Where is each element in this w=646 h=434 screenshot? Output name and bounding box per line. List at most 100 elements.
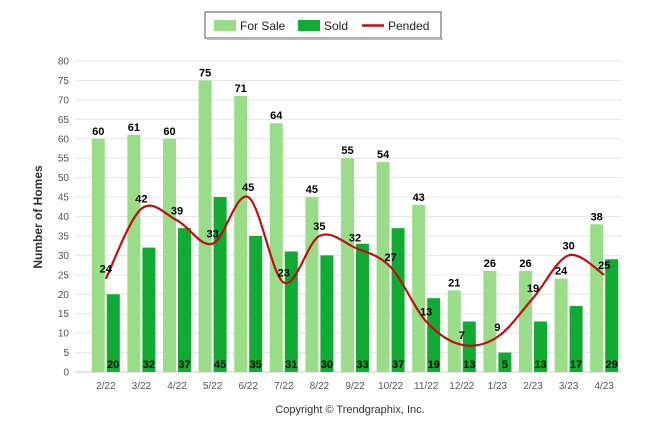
- label-for-sale: 54: [377, 149, 390, 161]
- bar-for-sale: [483, 270, 497, 372]
- label-for-sale: 43: [413, 192, 425, 204]
- bar-sold: [605, 259, 619, 372]
- label-pended: 13: [420, 306, 432, 318]
- x-tick-label: 11/22: [414, 381, 439, 392]
- bar-for-sale: [269, 123, 283, 372]
- label-sold: 29: [606, 359, 618, 371]
- bar-sold: [249, 235, 263, 372]
- bar-for-sale: [163, 138, 176, 372]
- bar-for-sale: [127, 134, 141, 372]
- x-tick-label: 5/22: [203, 381, 223, 392]
- x-tick-label: 2/22: [96, 381, 116, 392]
- y-tick-label: 60: [58, 134, 70, 145]
- y-tick-label: 50: [58, 173, 70, 184]
- bar-for-sale: [590, 224, 604, 372]
- bar-for-sale: [91, 138, 105, 372]
- label-pended: 24: [100, 264, 113, 276]
- label-for-sale: 26: [484, 258, 496, 270]
- legend-label-for-sale[interactable]: For Sale: [240, 19, 286, 33]
- label-for-sale: 64: [270, 110, 283, 122]
- bar-for-sale: [234, 95, 248, 373]
- label-pended: 9: [494, 322, 500, 334]
- legend-swatch-for-sale: [214, 20, 236, 31]
- bar-for-sale: [447, 290, 461, 372]
- bar-sold: [178, 228, 191, 372]
- x-tick-label: 4/22: [167, 381, 187, 392]
- label-for-sale: 60: [92, 126, 104, 138]
- label-for-sale: 26: [519, 258, 531, 270]
- label-pended: 45: [242, 182, 254, 194]
- y-tick-label: 5: [63, 348, 69, 359]
- label-pended: 33: [206, 229, 218, 241]
- label-sold: 37: [178, 359, 190, 371]
- bar-sold: [534, 321, 547, 372]
- x-tick-label: 12/22: [449, 381, 474, 392]
- x-axis-ticks: 2/22 3/22 4/22 5/22 6/22 7/22 8/22 9/22 10/22 11/…: [96, 381, 614, 392]
- legend-shadow: [207, 38, 443, 40]
- bar-for-sale: [376, 162, 390, 372]
- y-axis-label: Number of Homes: [31, 165, 45, 269]
- y-tick-label: 45: [58, 193, 70, 204]
- x-tick-label: 8/22: [310, 381, 330, 392]
- y-tick-label: 20: [58, 290, 70, 301]
- label-pended: 35: [313, 221, 325, 233]
- x-tick-label: 9/22: [345, 381, 365, 392]
- label-for-sale: 71: [235, 83, 247, 95]
- label-sold: 5: [502, 359, 508, 371]
- legend-swatch-sold: [298, 20, 320, 31]
- bar-for-sale: [519, 270, 532, 372]
- label-pended: 42: [135, 194, 147, 206]
- x-tick-label: 1/23: [488, 381, 508, 392]
- y-tick-label: 40: [58, 212, 70, 223]
- copyright-credit: Copyright © Trendgraphix, Inc.: [275, 404, 424, 416]
- y-tick-label: 80: [58, 57, 70, 68]
- y-tick-label: 70: [58, 95, 70, 106]
- label-for-sale: 21: [448, 277, 460, 289]
- bar-for-sale: [341, 158, 354, 372]
- label-pended: 25: [598, 260, 610, 272]
- y-tick-label: 55: [58, 154, 70, 165]
- label-sold: 35: [250, 359, 262, 371]
- label-for-sale: 24: [555, 266, 568, 278]
- label-for-sale: 60: [163, 126, 175, 138]
- bar-sold: [427, 298, 441, 372]
- label-sold: 13: [463, 359, 475, 371]
- bar-sold: [320, 255, 334, 372]
- y-tick-label: 30: [58, 251, 70, 262]
- bar-sold: [569, 305, 583, 372]
- bar-sold: [356, 243, 369, 372]
- y-axis-ticks: 0 5 10 15 20 25 30 35 40 45 50 55 60 65 70 75 80: [58, 57, 70, 379]
- legend-label-pended[interactable]: Pended: [388, 19, 429, 33]
- label-pended: 7: [459, 330, 465, 342]
- label-pended: 23: [278, 268, 290, 280]
- label-for-sale: 75: [199, 67, 211, 79]
- y-tick-label: 0: [63, 368, 69, 379]
- y-tick-label: 10: [58, 329, 70, 340]
- legend[interactable]: For Sale Sold Pended: [204, 11, 443, 40]
- label-sold: 30: [321, 359, 333, 371]
- label-sold: 37: [392, 359, 404, 371]
- bar-for-sale: [554, 278, 568, 372]
- y-tick-label: 25: [58, 270, 70, 281]
- label-sold: 33: [356, 359, 368, 371]
- label-for-sale: 61: [128, 122, 140, 134]
- pended-line: [104, 195, 605, 347]
- x-tick-label: 6/22: [238, 381, 258, 392]
- label-for-sale: 45: [306, 184, 318, 196]
- label-sold: 17: [570, 359, 582, 371]
- x-tick-label: 3/23: [559, 381, 579, 392]
- x-tick-label: 3/22: [132, 381, 152, 392]
- legend-label-sold[interactable]: Sold: [324, 19, 348, 33]
- label-sold: 20: [107, 359, 119, 371]
- x-tick-label: 2/23: [523, 381, 543, 392]
- x-tick-label: 4/23: [594, 381, 614, 392]
- label-pended: 27: [384, 252, 396, 264]
- label-pended: 19: [527, 283, 539, 295]
- label-sold: 45: [214, 359, 226, 371]
- data-labels: 6020613260377545713564314530553354374319…: [92, 67, 618, 371]
- bar-sold: [498, 352, 512, 372]
- label-pended: 30: [562, 240, 574, 252]
- x-tick-label: 7/22: [274, 381, 294, 392]
- label-sold: 32: [143, 359, 155, 371]
- y-tick-label: 35: [58, 231, 70, 242]
